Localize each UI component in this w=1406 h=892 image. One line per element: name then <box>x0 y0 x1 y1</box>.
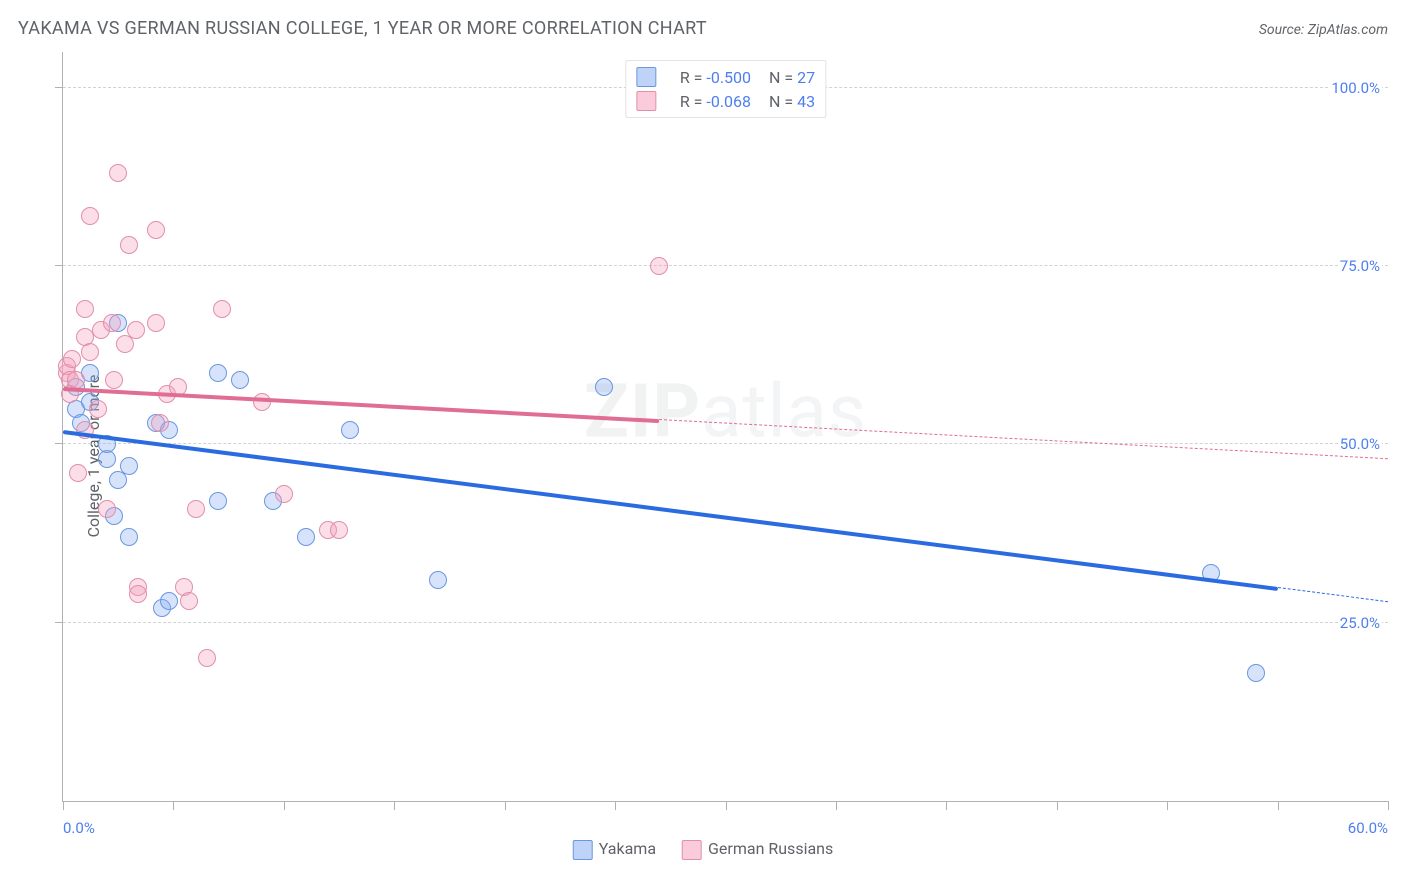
scatter-point <box>1247 664 1265 682</box>
x-tick-label: 0.0% <box>63 819 95 837</box>
x-tick <box>394 801 395 810</box>
x-tick <box>1388 801 1389 810</box>
title-row: YAKAMA VS GERMAN RUSSIAN COLLEGE, 1 YEAR… <box>0 0 1406 39</box>
scatter-point <box>98 500 116 518</box>
scatter-plot-area: ZIPatlas R = -0.500 N = 27 R = -0.068 N = 4… <box>62 52 1388 802</box>
correlation-legend-row: R = -0.068 N = 43 <box>636 89 815 113</box>
scatter-point <box>297 528 315 546</box>
r-label: R = <box>680 92 707 111</box>
scatter-point <box>76 300 94 318</box>
gridline <box>63 622 1388 623</box>
scatter-point <box>209 364 227 382</box>
trend-line <box>63 430 1278 590</box>
series-legend-label: German Russians <box>708 839 833 858</box>
watermark-rest: atlas <box>701 368 867 455</box>
scatter-point <box>147 221 165 239</box>
x-tick-label: 60.0% <box>1348 819 1388 837</box>
gridline <box>63 443 1388 444</box>
y-tick-label: 100.0% <box>1329 79 1382 97</box>
gridline <box>63 265 1388 266</box>
series-legend-item: German Russians <box>682 839 833 860</box>
scatter-point <box>429 571 447 589</box>
scatter-point <box>120 528 138 546</box>
y-tick <box>55 265 63 266</box>
x-tick <box>615 801 616 810</box>
scatter-point <box>198 649 216 667</box>
x-tick <box>1167 801 1168 810</box>
x-tick <box>63 801 64 810</box>
chart-container: College, 1 year or more ZIPatlas R = -0.… <box>18 52 1388 860</box>
scatter-point <box>231 371 249 389</box>
trend-line-extrapolated <box>1278 587 1389 602</box>
scatter-point <box>209 492 227 510</box>
r-value: -0.068 <box>706 92 751 111</box>
scatter-point <box>160 592 178 610</box>
scatter-point <box>147 314 165 332</box>
x-tick <box>284 801 285 810</box>
scatter-point <box>151 414 169 432</box>
x-tick <box>946 801 947 810</box>
scatter-point <box>105 371 123 389</box>
n-value: 27 <box>797 68 815 87</box>
scatter-point <box>595 378 613 396</box>
chart-title: YAKAMA VS GERMAN RUSSIAN COLLEGE, 1 YEAR… <box>18 18 707 39</box>
scatter-point <box>89 400 107 418</box>
series-legend-label: Yakama <box>599 839 656 858</box>
x-tick <box>1278 801 1279 810</box>
x-tick <box>173 801 174 810</box>
scatter-point <box>275 485 293 503</box>
scatter-point <box>650 257 668 275</box>
y-tick <box>55 622 63 623</box>
legend-swatch <box>636 67 656 87</box>
y-tick <box>55 87 63 88</box>
trend-line-extrapolated <box>659 419 1388 459</box>
n-value: 43 <box>797 92 815 111</box>
r-value: -0.500 <box>706 68 751 87</box>
x-tick <box>726 801 727 810</box>
scatter-point <box>81 207 99 225</box>
source-attribution: Source: ZipAtlas.com <box>1259 22 1388 38</box>
r-label: R = <box>680 68 707 87</box>
scatter-point <box>120 457 138 475</box>
y-tick <box>55 443 63 444</box>
y-tick-label: 50.0% <box>1338 435 1382 453</box>
n-label: N = <box>769 92 797 111</box>
x-tick <box>836 801 837 810</box>
legend-swatch <box>573 840 593 860</box>
scatter-point <box>187 500 205 518</box>
scatter-point <box>330 521 348 539</box>
watermark: ZIPatlas <box>584 368 867 455</box>
n-label: N = <box>769 68 797 87</box>
scatter-point <box>120 236 138 254</box>
y-tick-label: 25.0% <box>1338 614 1382 632</box>
legend-swatch <box>636 91 656 111</box>
scatter-point <box>69 464 87 482</box>
source-label: Source: <box>1259 22 1308 38</box>
scatter-point <box>127 321 145 339</box>
scatter-point <box>63 350 81 368</box>
correlation-legend-row: R = -0.500 N = 27 <box>636 65 815 89</box>
scatter-point <box>129 585 147 603</box>
scatter-point <box>81 343 99 361</box>
source-name: ZipAtlas.com <box>1308 22 1388 38</box>
correlation-legend: R = -0.500 N = 27 R = -0.068 N = 43 <box>625 60 826 118</box>
scatter-point <box>109 164 127 182</box>
x-tick <box>505 801 506 810</box>
legend-swatch <box>682 840 702 860</box>
y-tick-label: 75.0% <box>1338 257 1382 275</box>
scatter-point <box>180 592 198 610</box>
scatter-point <box>213 300 231 318</box>
scatter-point <box>341 421 359 439</box>
x-tick <box>1057 801 1058 810</box>
series-legend: Yakama German Russians <box>573 839 834 860</box>
scatter-point <box>103 314 121 332</box>
series-legend-item: Yakama <box>573 839 656 860</box>
